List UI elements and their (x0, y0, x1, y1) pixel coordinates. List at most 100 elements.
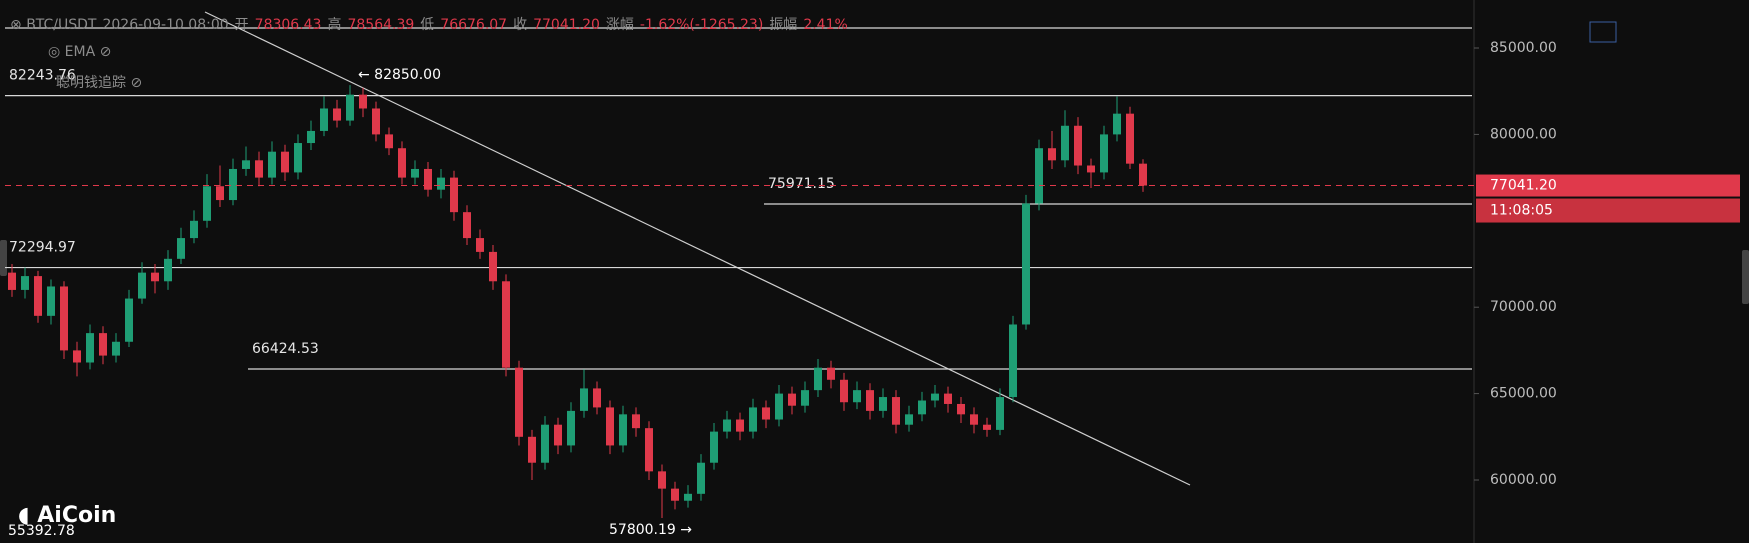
candle-body (541, 424, 549, 463)
candle-body (385, 134, 393, 149)
field-value: -1.62%(-1265.23) (639, 17, 764, 33)
field-label: 低 (420, 17, 435, 33)
annotation: 57800.19 → (609, 522, 692, 538)
candle-body (268, 151, 276, 178)
candle-body (827, 367, 835, 380)
level-label: 66424.53 (252, 341, 319, 357)
candle-body (710, 431, 718, 463)
candle-body (1009, 324, 1017, 398)
candle-body (60, 286, 68, 351)
candle-body (190, 220, 198, 239)
annotation: 55392.78 (8, 523, 75, 539)
candle-body (645, 428, 653, 472)
smart-label: 聪明钱追踪 (56, 75, 126, 91)
right-tab[interactable] (1742, 250, 1749, 304)
candle-body (424, 168, 432, 190)
candle-body (1061, 125, 1069, 161)
candle-body (957, 403, 965, 415)
candle-body (138, 272, 146, 299)
candle-body (346, 94, 354, 121)
candle-body (242, 160, 250, 169)
candle-body (372, 108, 380, 135)
level-label: 72294.97 (9, 240, 76, 256)
candle-body (905, 414, 913, 425)
candle-body (801, 390, 809, 406)
countdown-box (1476, 198, 1740, 223)
left-tab[interactable] (0, 240, 7, 276)
time: 2026-09-10 08:00 (102, 17, 229, 33)
candle-body (203, 186, 211, 221)
candle-body (320, 108, 328, 131)
candle-body (736, 419, 744, 432)
candle-body (749, 407, 757, 432)
field-label: 高 (327, 17, 342, 33)
field-value: 76676.07 (440, 17, 508, 33)
candle-body (593, 388, 601, 408)
field-label: 收 (513, 17, 528, 33)
candle-body (489, 251, 497, 282)
candle-body (814, 367, 822, 391)
candle-body (437, 177, 445, 190)
candle-body (281, 151, 289, 173)
candle-body (840, 379, 848, 403)
y-tick-label: 85000.00 (1490, 40, 1557, 56)
candle-body (1074, 125, 1082, 166)
candle-body (307, 130, 315, 144)
candle-body (476, 238, 484, 252)
candle-body (47, 286, 55, 316)
candle-body (112, 341, 120, 356)
y-tick-label: 80000.00 (1490, 126, 1557, 142)
candle-body (983, 424, 991, 430)
candle-body (723, 419, 731, 432)
candle-body (606, 407, 614, 446)
candle-body (684, 493, 692, 501)
candle-body (853, 390, 861, 403)
candle-body (164, 258, 172, 282)
candle-body (151, 272, 159, 282)
candle-body (229, 168, 237, 201)
countdown: 11:08:05 (1490, 203, 1553, 219)
candle-body (1139, 163, 1147, 186)
candle-body (177, 238, 185, 259)
candle-body (970, 414, 978, 425)
last-price-label: 77041.20 (1490, 178, 1557, 194)
y-tick-label: 65000.00 (1490, 386, 1557, 402)
candle-body (697, 462, 705, 494)
candle-body (34, 276, 42, 316)
candle-body (619, 414, 627, 446)
candle-body (8, 272, 16, 290)
y-tick-label: 70000.00 (1490, 299, 1557, 315)
candle-body (1113, 113, 1121, 135)
candle-body (1035, 148, 1043, 204)
candle-body (1022, 203, 1030, 325)
trend-line (204, 11, 1191, 486)
candle-body (879, 397, 887, 411)
candle-body (515, 367, 523, 437)
candle-body (931, 393, 939, 401)
candle-body (294, 143, 302, 173)
level-label: 75971.15 (768, 176, 835, 192)
candle-body (554, 424, 562, 446)
smart-money-indicator[interactable]: 聪明钱追踪 ⊘ (56, 75, 143, 91)
y-tick-label: 60000.00 (1490, 472, 1557, 488)
field-label: 开 (234, 17, 249, 33)
candle-body (398, 148, 406, 178)
field-label: 涨幅 (605, 17, 634, 33)
field-value: 78306.43 (254, 17, 322, 33)
annotation: ← 82850.00 (358, 67, 441, 83)
candle-body (255, 160, 263, 178)
candle-body (21, 276, 29, 290)
ema-indicator[interactable]: ◎ EMA ⊘ (48, 44, 112, 60)
candle-body (788, 393, 796, 406)
logo: ◖ AiCoin (18, 503, 117, 528)
level-label: 82243.76 (9, 68, 76, 84)
candle-body (1087, 165, 1095, 173)
candle-body (86, 333, 94, 363)
fullscreen-button[interactable] (1589, 21, 1617, 43)
candle-body (1100, 134, 1108, 173)
candle-body (632, 414, 640, 429)
candle-body (359, 94, 367, 109)
candle-body (125, 298, 133, 342)
